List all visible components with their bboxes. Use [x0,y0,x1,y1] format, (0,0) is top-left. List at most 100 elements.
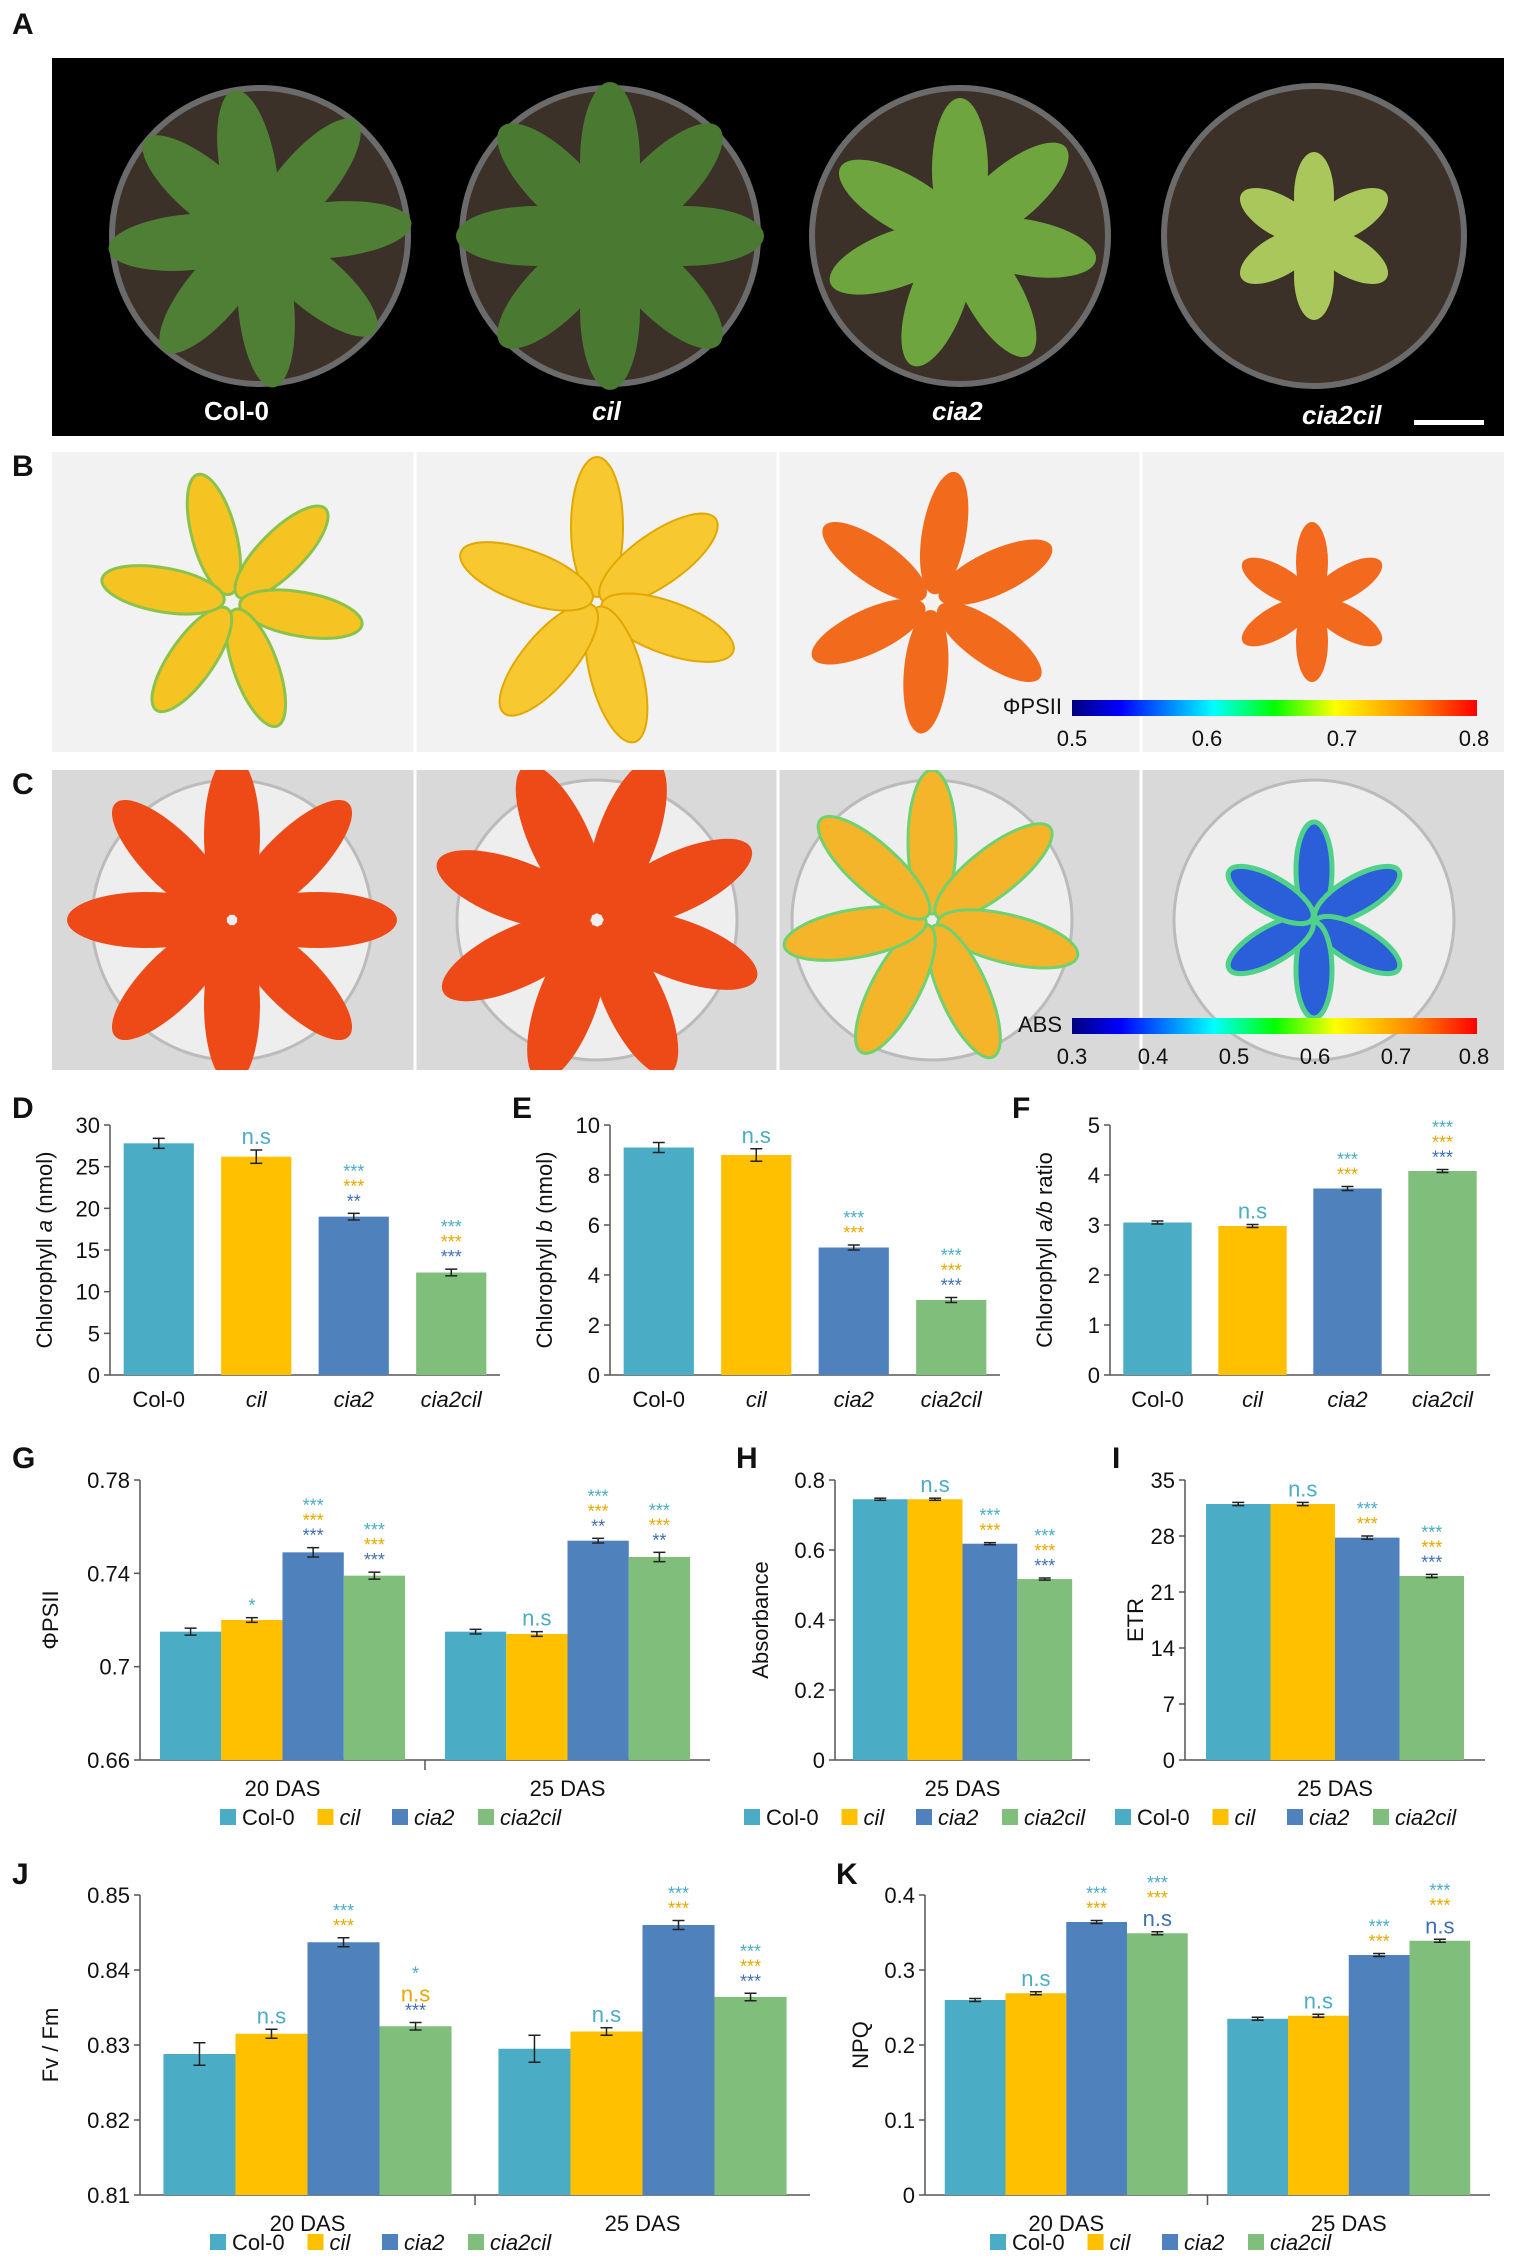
y-tick-label: 2 [588,1313,600,1338]
phipsii-colorbar-label: ΦPSII [1003,694,1062,719]
legend-label: Col-0 [1012,2230,1065,2255]
y-tick-label: 4 [588,1263,600,1288]
significance-label: *** [1357,1499,1378,1519]
significance-label: n.s [1021,1966,1050,1991]
bar [721,1155,792,1375]
y-tick-label: 0.83 [87,2033,130,2058]
bar [916,1300,987,1375]
bar [1126,1933,1188,2195]
bar [1017,1579,1073,1760]
bar [907,1499,963,1760]
legend-swatch [1373,1809,1389,1825]
bar [1123,1222,1192,1375]
y-tick-label: 8 [588,1163,600,1188]
bar [1005,1993,1067,2195]
bar [1313,1188,1382,1375]
y-tick-label: 0.3 [884,1958,915,1983]
y-tick-label: 0 [813,1748,825,1773]
bar [506,1634,568,1760]
significance-label: *** [740,1971,761,1991]
y-tick-label: 0.78 [87,1468,130,1493]
pot-col0 [108,85,412,388]
y-tick-label: 10 [576,1113,600,1138]
bar [235,2033,308,2195]
photo-label-cil: cil [592,396,621,426]
significance-label: *** [1086,1899,1107,1919]
pot-cia2 [809,85,1111,387]
significance-label: *** [1337,1150,1358,1170]
y-tick-label: 21 [1151,1580,1175,1605]
significance-label: ** [591,1516,605,1536]
panel-letter-j: J [12,1858,29,1891]
legend-swatch [990,2234,1006,2250]
y-tick-label: 0.84 [87,1958,130,1983]
bar [962,1543,1018,1760]
panel-letter-b: B [12,450,34,483]
bar [1218,1226,1287,1375]
y-tick-label: 25 [76,1155,100,1180]
significance-label: n.s [920,1472,949,1497]
legend-label: Col-0 [766,1805,819,1830]
y-tick-label: 0 [1163,1748,1175,1773]
bar [1409,1940,1471,2195]
bar [123,1143,194,1375]
legend-swatch [1087,2234,1104,2250]
photo-panel-a: Col-0 cil cia2 cia2cil [52,58,1504,436]
bar [1335,1537,1400,1760]
significance-label: *** [668,1899,689,1919]
bar [1270,1504,1335,1760]
x-group-label: 25 DAS [605,2211,681,2236]
significance-label: *** [1429,1895,1450,1915]
significance-label: *** [1147,1873,1168,1893]
significance-label: *** [740,1956,761,1976]
legend-swatch [468,2234,484,2250]
significance-label: n.s [742,1123,771,1148]
significance-label: *** [405,2001,426,2021]
chart-absorbance: 00.20.40.60.8Absorbancen.s**************… [744,1468,1090,1830]
legend-swatch [1248,2234,1264,2250]
panel-letter-e: E [512,1092,533,1125]
significance-label: *** [343,1176,364,1196]
significance-label: n.s [1143,1906,1172,1931]
significance-label: n.s [401,1982,430,2007]
significance-label: n.s [1238,1199,1267,1224]
y-tick-label: 0 [588,1363,600,1388]
abs-colorbar-label: ABS [1018,1012,1062,1037]
legend-swatch [1002,1809,1018,1825]
legend-swatch [382,2234,398,2250]
bar [1348,1955,1410,2195]
significance-label: ** [347,1191,361,1211]
panel-letter-i: I [1112,1442,1121,1475]
bar [1227,2018,1289,2195]
bar [498,2048,571,2195]
y-axis-label: Chlorophyll b (nmol) [532,1152,557,1349]
y-tick-label: 28 [1151,1524,1175,1549]
significance-label: n.s [1288,1476,1317,1501]
y-tick-label: 0.4 [794,1608,825,1633]
y-tick-label: 4 [1088,1163,1100,1188]
y-tick-label: 35 [1151,1468,1175,1493]
legend-swatch [1212,1809,1229,1825]
pot-cia2cil [1161,83,1467,389]
x-group-label: 25 DAS [1297,1776,1373,1801]
photo-label-col0: Col-0 [204,396,269,426]
y-axis-label: Absorbance [748,1561,773,1678]
y-tick-label: 7 [1163,1692,1175,1717]
x-tick-label: cia2cil [1412,1387,1474,1412]
bar [163,2054,236,2195]
legend-label: Col-0 [242,1805,295,1830]
y-tick-label: 0.81 [87,2183,130,2208]
significance-label: n.s [257,2003,286,2028]
legend-swatch [307,2234,324,2250]
abs-image-row: ABS 0.3 0.4 0.5 0.6 0.7 0.8 [67,755,1489,1085]
y-tick-label: 0.74 [87,1561,130,1586]
abs-colorbar-tick: 0.7 [1381,1044,1412,1069]
significance-label: *** [740,1941,761,1961]
significance-label: *** [1432,1133,1453,1153]
y-tick-label: 0.66 [87,1748,130,1773]
legend-label: cia2 [938,1805,978,1830]
photo-label-cia2cil: cia2cil [1302,400,1382,430]
significance-label: *** [343,1161,364,1181]
